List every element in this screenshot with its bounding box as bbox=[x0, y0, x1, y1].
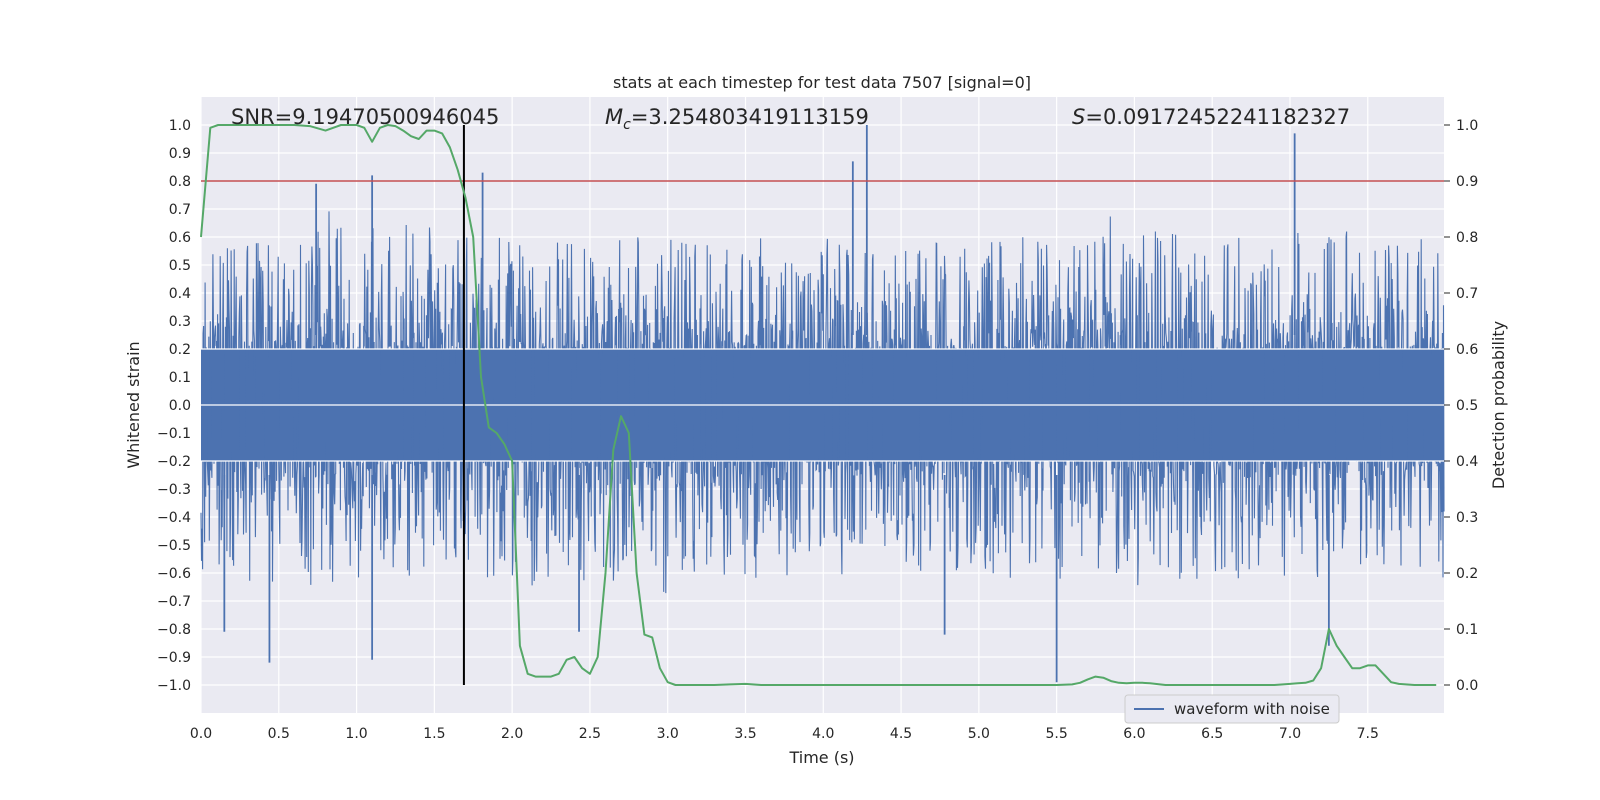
x-tick-label: 5.5 bbox=[1045, 726, 1067, 742]
y-left-tick-label: −0.5 bbox=[157, 538, 191, 554]
y-left-tick-label: 0.4 bbox=[169, 286, 191, 302]
x-axis-label: Time (s) bbox=[788, 748, 854, 767]
y-left-tick-label: −0.2 bbox=[157, 454, 191, 470]
y-right-tick-label: 0.7 bbox=[1456, 286, 1478, 302]
y-right-tick-label: 1.0 bbox=[1456, 118, 1478, 134]
y-right-tick-label: 0.9 bbox=[1456, 174, 1478, 190]
x-tick-label: 7.0 bbox=[1279, 726, 1301, 742]
y-left-tick-label: 0.0 bbox=[169, 398, 191, 414]
chart-title: stats at each timestep for test data 750… bbox=[613, 73, 1031, 92]
x-tick-label: 1.5 bbox=[423, 726, 445, 742]
x-tick-label: 0.0 bbox=[190, 726, 212, 742]
y-left-tick-label: −0.1 bbox=[157, 426, 191, 442]
y-left-tick-label: −0.6 bbox=[157, 566, 191, 582]
y-right-tick-label: 0.0 bbox=[1456, 678, 1478, 694]
waveform-line bbox=[200, 211, 1445, 594]
y-right-tick-label: 0.3 bbox=[1456, 510, 1478, 526]
x-tick-label: 5.0 bbox=[968, 726, 990, 742]
chirp-mass-value: =3.254803419113159 bbox=[631, 105, 869, 129]
y-left-tick-label: 0.1 bbox=[169, 370, 191, 386]
y-left-tick-label: 0.7 bbox=[169, 202, 191, 218]
y-left-tick-label: −0.9 bbox=[157, 650, 191, 666]
x-tick-label: 4.5 bbox=[890, 726, 912, 742]
y-left-tick-label: 1.0 bbox=[169, 118, 191, 134]
y-left-tick-label: −1.0 bbox=[157, 678, 191, 694]
x-tick-label: 1.0 bbox=[345, 726, 367, 742]
y-axis-left-ticks: 1.0 0.9 0.8 0.7 0.6 0.5 0.4 0.3 0.2 0.1 0.0 −0.1 −0.… bbox=[157, 118, 191, 694]
chirp-mass-annotation: Mc=3.254803419113159 bbox=[605, 105, 869, 133]
y-right-tick-label: 0.4 bbox=[1456, 454, 1478, 470]
chirp-mass-subscript: c bbox=[623, 117, 631, 133]
y-axis-right-label: Detection probability bbox=[1489, 321, 1508, 489]
probability-series bbox=[200, 124, 1437, 686]
y-left-tick-label: 0.5 bbox=[169, 258, 191, 274]
y-left-tick-label: −0.7 bbox=[157, 594, 191, 610]
score-annotation: S=0.09172452241182327 bbox=[1072, 105, 1350, 129]
y-right-tick-label: 0.1 bbox=[1456, 622, 1478, 638]
waveform-series bbox=[200, 125, 1445, 683]
y-axis-right-ticks: 1.0 0.9 0.8 0.7 0.6 0.5 0.4 0.3 0.2 0.1 0.0 bbox=[1444, 118, 1478, 694]
x-axis-ticks: 0.0 0.5 1.0 1.5 2.0 2.5 3.0 3.5 4.0 4.5 5.0 5.5 6.0 6… bbox=[190, 726, 1379, 742]
y-right-tick-label: 0.8 bbox=[1456, 230, 1478, 246]
x-tick-label: 3.5 bbox=[734, 726, 756, 742]
x-tick-label: 3.0 bbox=[657, 726, 679, 742]
x-tick-label: 7.5 bbox=[1357, 726, 1379, 742]
y-left-tick-label: 0.2 bbox=[169, 342, 191, 358]
x-tick-label: 6.0 bbox=[1123, 726, 1145, 742]
legend-entry: waveform with noise bbox=[1174, 700, 1330, 718]
score-symbol: S bbox=[1072, 105, 1085, 129]
x-tick-label: 0.5 bbox=[268, 726, 290, 742]
y-left-tick-label: 0.9 bbox=[169, 146, 191, 162]
y-left-tick-label: 0.6 bbox=[169, 230, 191, 246]
y-left-tick-label: −0.8 bbox=[157, 622, 191, 638]
y-right-tick-label: 0.2 bbox=[1456, 566, 1478, 582]
probability-line bbox=[200, 124, 1437, 686]
y-left-tick-label: 0.8 bbox=[169, 174, 191, 190]
x-tick-label: 2.0 bbox=[501, 726, 523, 742]
legend-box bbox=[1124, 694, 1340, 724]
y-axis-left-label: Whitened strain bbox=[124, 341, 143, 468]
x-tick-label: 2.5 bbox=[579, 726, 601, 742]
y-left-tick-label: −0.4 bbox=[157, 510, 191, 526]
y-right-tick-label: 0.6 bbox=[1456, 342, 1478, 358]
y-left-tick-label: −0.3 bbox=[157, 482, 191, 498]
x-tick-label: 4.0 bbox=[812, 726, 834, 742]
y-left-tick-label: 0.3 bbox=[169, 314, 191, 330]
y-right-tick-label: 0.5 bbox=[1456, 398, 1478, 414]
x-tick-label: 6.5 bbox=[1201, 726, 1223, 742]
score-value: =0.09172452241182327 bbox=[1085, 105, 1350, 129]
chirp-mass-symbol: M bbox=[605, 105, 623, 129]
legend: waveform with noise bbox=[1124, 694, 1340, 724]
snr-annotation: SNR=9.19470500946045 bbox=[231, 105, 499, 129]
